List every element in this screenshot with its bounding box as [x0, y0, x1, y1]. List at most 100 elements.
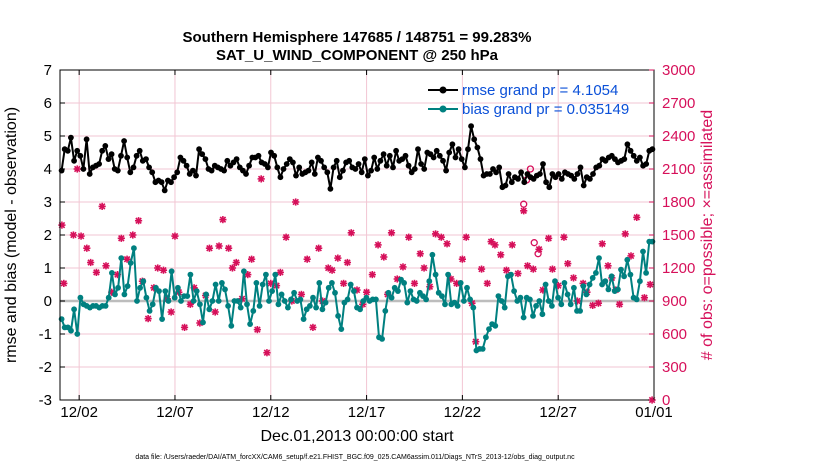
- rmse-point: [405, 162, 412, 169]
- obs-assimilated-point: [487, 238, 495, 246]
- rmse-point: [118, 152, 124, 159]
- obs-assimilated-point: [339, 279, 348, 287]
- bias-point: [219, 280, 225, 286]
- rmse-point: [246, 162, 253, 169]
- obs-mark-stroke: [595, 299, 602, 307]
- bias-point: [442, 301, 448, 308]
- y-right-tick-label: 300: [662, 359, 687, 376]
- rmse-point: [290, 159, 296, 166]
- obs-mark-stroke: [87, 259, 94, 266]
- bias-point: [307, 303, 313, 309]
- obs-assimilated-point: [374, 241, 382, 249]
- y-left-tick-label: 4: [44, 161, 52, 178]
- legend-rmse-label: rmse grand pr = 4.1054: [462, 82, 618, 99]
- x-tick-label: 12/22: [444, 404, 482, 421]
- bias-point: [395, 288, 401, 294]
- obs-assimilated-point: [87, 258, 95, 267]
- obs-assimilated-point: [60, 279, 68, 287]
- obs-assimilated-point: [569, 274, 578, 282]
- bias-point: [470, 304, 477, 311]
- obs-assimilated-point: [598, 240, 606, 248]
- obs-assimilated-point: [134, 217, 143, 225]
- obs-assimilated-point: [520, 207, 528, 215]
- x-tick-label: 12/27: [539, 404, 577, 421]
- bias-point: [517, 294, 524, 301]
- obs-mark-stroke: [363, 288, 370, 296]
- rmse-point: [383, 162, 390, 169]
- obs-assimilated-point: [248, 255, 256, 263]
- bias-point: [175, 284, 181, 291]
- rmse-point: [196, 146, 203, 153]
- rmse-point: [380, 151, 387, 158]
- obs-assimilated-point: [171, 232, 179, 240]
- bias-point: [545, 298, 552, 304]
- obs-mark-stroke: [328, 266, 336, 274]
- bias-point: [259, 281, 266, 288]
- rmse-point: [221, 167, 228, 174]
- bias-point: [297, 296, 304, 303]
- obs-assimilated-point: [228, 264, 237, 272]
- rmse-point: [377, 157, 384, 164]
- obs-assimilated-point: [154, 264, 162, 272]
- bias-point: [527, 296, 533, 303]
- bias-point: [237, 304, 244, 311]
- bias-point: [241, 268, 247, 275]
- rmse-point: [440, 157, 446, 164]
- bias-point: [457, 280, 464, 286]
- rmse-point: [71, 157, 77, 164]
- obs-mark-stroke: [369, 271, 376, 278]
- rmse-point: [83, 136, 90, 143]
- rmse-point: [143, 156, 149, 163]
- bias-point: [344, 296, 351, 303]
- bias-point: [162, 288, 169, 294]
- y-right-tick-label: 1200: [662, 260, 695, 277]
- rmse-point: [436, 152, 443, 159]
- rmse-point: [318, 157, 324, 164]
- y-right-tick-label: 2100: [662, 161, 695, 178]
- obs-mark-stroke: [324, 264, 332, 272]
- obs-mark-stroke: [524, 262, 531, 270]
- obs-mark-stroke: [298, 291, 305, 298]
- rmse-point: [449, 141, 456, 148]
- obs-mark-stroke: [411, 280, 418, 287]
- rmse-point: [630, 152, 637, 159]
- rmse-point: [443, 167, 449, 174]
- rmse-series: [58, 123, 656, 194]
- rmse-point: [124, 154, 131, 161]
- obs-assimilated-point: [167, 308, 175, 316]
- rmse-point: [390, 164, 396, 171]
- bias-point: [379, 336, 385, 342]
- rmse-point: [352, 166, 359, 172]
- bias-point: [225, 303, 232, 309]
- rmse-point: [590, 171, 596, 177]
- obs-assimilated-point: [328, 266, 336, 274]
- bias-point: [602, 278, 609, 285]
- obs-mark-stroke: [277, 269, 284, 276]
- obs-assimilated-point: [477, 265, 486, 273]
- y-right-tick-label: 2400: [662, 128, 695, 145]
- bias-point: [511, 288, 517, 294]
- obs-mark-stroke: [380, 253, 388, 261]
- rmse-point: [308, 159, 315, 166]
- rmse-point: [452, 154, 459, 161]
- bias-point: [332, 289, 338, 296]
- bias-point: [134, 298, 140, 304]
- rmse-point: [458, 156, 465, 163]
- rmse-point: [133, 152, 140, 159]
- rmse-point: [365, 172, 371, 179]
- rmse-point: [546, 184, 553, 191]
- rmse-point: [496, 164, 503, 171]
- bias-point: [445, 271, 451, 278]
- rmse-point: [537, 171, 543, 177]
- bias-point: [347, 281, 354, 288]
- rmse-point: [421, 166, 428, 172]
- rmse-point: [502, 182, 509, 189]
- obs-assimilated-point: [219, 216, 227, 224]
- obs-assimilated-point: [102, 262, 110, 270]
- y-left-tick-label: 1: [44, 260, 52, 277]
- obs-mark-stroke: [545, 235, 552, 242]
- rmse-point: [174, 169, 181, 176]
- obs-mark-stroke: [60, 280, 68, 287]
- legend-bias-label: bias grand pr = 0.035149: [462, 101, 629, 118]
- obs-assimilated-point: [98, 202, 106, 210]
